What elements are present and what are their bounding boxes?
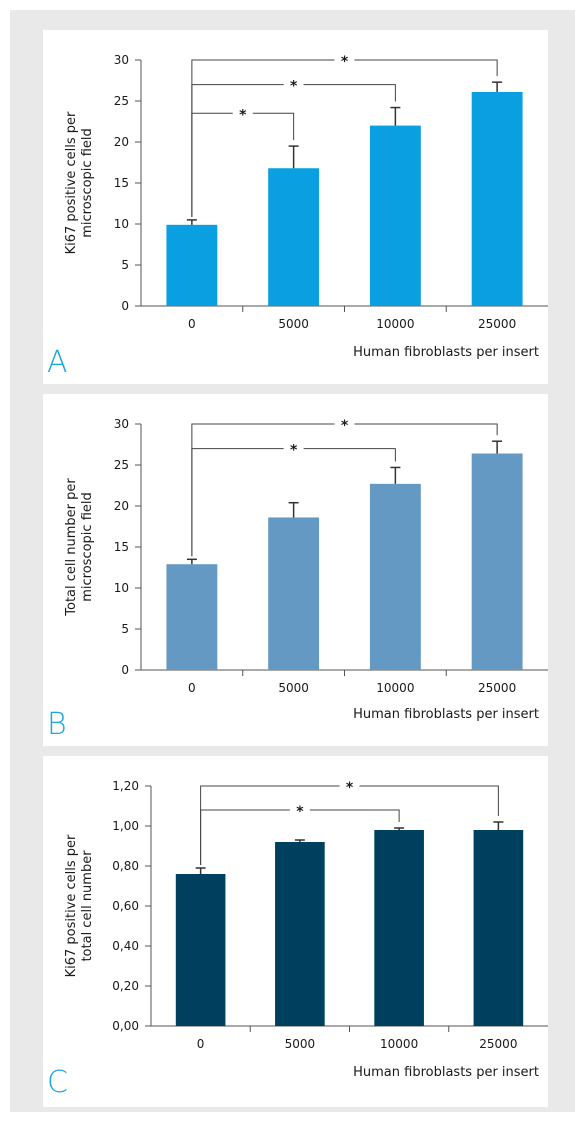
bar-a-0 [166, 224, 218, 306]
y-axis-label-b: Total cell number permicroscopic field [64, 478, 95, 617]
significance-bracket-c: * [200, 780, 499, 865]
y-tick-label-a: 10 [114, 217, 129, 231]
y-tick-label-b: 25 [114, 458, 129, 472]
bar-a-25000 [471, 91, 523, 306]
x-tick-label-a: 25000 [478, 317, 516, 331]
chart-a-svg: 0 5 10 15 20 25 30 0 5000 10000 25000 * * * Ki67 posit… [47, 53, 548, 380]
x-tick-label-a: 10000 [376, 317, 414, 331]
y-tick-label-b: 20 [114, 499, 129, 513]
y-tick-label-c: 0,60 [112, 899, 139, 913]
significance-line-b [191, 423, 498, 557]
y-tick-label-b: 5 [121, 622, 129, 636]
y-axis-label-line: microscopic field [80, 492, 95, 602]
panel-letter-a: A [47, 345, 68, 380]
y-tick-label-c: 0,80 [112, 859, 139, 873]
chart-b-svg: 0 5 10 15 20 25 30 0 5000 10000 25000 * * Total cell … [47, 417, 548, 742]
significance-star-c: * [296, 804, 304, 820]
significance-bracket-b: * [191, 418, 498, 557]
y-axis-label-line: Total cell number per [64, 478, 79, 617]
y-tick-label-a: 20 [114, 135, 129, 149]
significance-star-b: * [341, 418, 349, 434]
y-tick-label-c: 0,00 [112, 1019, 139, 1033]
figure-background: 0 5 10 15 20 25 30 0 5000 10000 25000 * * * Ki67 posit… [10, 10, 575, 1112]
x-axis-label-b: Human fibroblasts per insert [353, 707, 539, 722]
x-tick-label-b: 0 [188, 681, 196, 695]
chart-c-svg: 0,00 0,20 0,40 0,60 0,80 1,00 1,20 0 5000 10000 25… [47, 779, 548, 1100]
bar-a-5000 [268, 168, 320, 306]
chart-panel-c: 0,00 0,20 0,40 0,60 0,80 1,00 1,20 0 5000 10000 25… [43, 756, 548, 1107]
bar-b-5000 [268, 517, 320, 670]
x-tick-label-b: 5000 [278, 681, 309, 695]
y-tick-label-b: 0 [121, 663, 129, 677]
significance-star-b: * [290, 443, 298, 459]
y-axis-label-line: Ki67 positive cells per [64, 111, 79, 254]
panel-letter-b: B [47, 707, 67, 742]
bar-b-25000 [471, 453, 523, 670]
chart-panel-a: 0 5 10 15 20 25 30 0 5000 10000 25000 * * * Ki67 posit… [43, 30, 548, 384]
y-tick-label-b: 30 [114, 417, 129, 431]
y-axis-label-line: total cell number [80, 850, 95, 962]
significance-line-a [191, 59, 498, 217]
y-tick-label-c: 1,20 [112, 779, 139, 793]
y-tick-label-a: 5 [121, 258, 129, 272]
x-axis-label-c: Human fibroblasts per insert [353, 1065, 539, 1080]
y-tick-label-b: 15 [114, 540, 129, 554]
significance-bracket-a: * [191, 54, 498, 217]
significance-star-a: * [290, 79, 298, 95]
bar-c-0 [175, 874, 226, 1026]
bar-b-10000 [369, 483, 421, 670]
y-axis-label-line: microscopic field [80, 128, 95, 238]
panel-letter-c: C [47, 1065, 68, 1100]
y-tick-label-b: 10 [114, 581, 129, 595]
y-tick-label-c: 0,40 [112, 939, 139, 953]
y-tick-label-c: 0,20 [112, 979, 139, 993]
x-tick-label-b: 10000 [376, 681, 414, 695]
y-axis-label-a: Ki67 positive cells permicroscopic field [64, 111, 95, 254]
significance-line-c [200, 785, 499, 865]
x-tick-label-c: 0 [197, 1037, 205, 1051]
y-tick-label-c: 1,00 [112, 819, 139, 833]
x-tick-label-a: 0 [188, 317, 196, 331]
x-tick-label-c: 25000 [479, 1037, 517, 1051]
y-axis-label-line: Ki67 positive cells per [64, 834, 79, 977]
bar-c-25000 [473, 830, 524, 1026]
significance-star-a: * [239, 107, 247, 123]
chart-panel-b: 0 5 10 15 20 25 30 0 5000 10000 25000 * * Total cell … [43, 394, 548, 746]
significance-star-a: * [341, 54, 349, 70]
bar-c-10000 [374, 830, 424, 1026]
x-tick-label-c: 5000 [285, 1037, 316, 1051]
y-tick-label-a: 0 [121, 299, 129, 313]
x-tick-label-c: 10000 [380, 1037, 418, 1051]
bar-a-10000 [369, 125, 421, 306]
bar-b-0 [166, 564, 218, 670]
y-tick-label-a: 25 [114, 94, 129, 108]
y-axis-label-c: Ki67 positive cells pertotal cell number [64, 834, 95, 977]
y-tick-label-a: 15 [114, 176, 129, 190]
x-tick-label-b: 25000 [478, 681, 516, 695]
x-axis-label-a: Human fibroblasts per insert [353, 345, 539, 360]
x-tick-label-a: 5000 [278, 317, 309, 331]
y-tick-label-a: 30 [114, 53, 129, 67]
bar-c-5000 [275, 842, 325, 1026]
significance-star-c: * [346, 780, 354, 796]
